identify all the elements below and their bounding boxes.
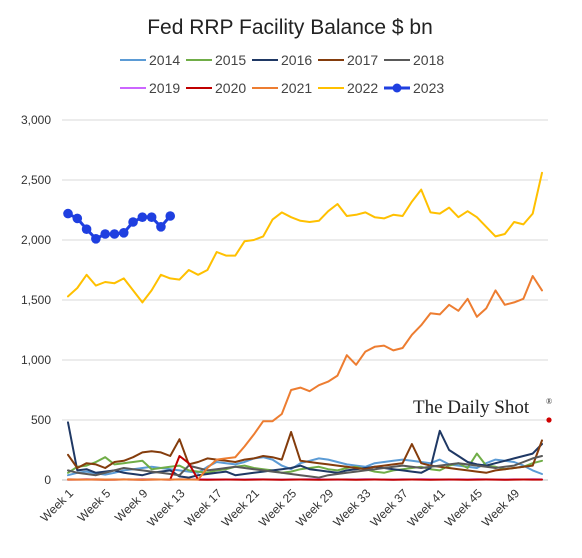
series-line-2018	[67, 455, 543, 479]
data-point-2023-week-1	[63, 208, 73, 219]
legend-entry-2014: 2014	[120, 52, 180, 68]
x-tick-label-week-5: Week 5	[75, 486, 114, 525]
x-tick-label-week-37: Week 37	[367, 486, 410, 529]
data-point-2023-week-7	[118, 228, 129, 238]
series-line-2022	[67, 171, 543, 304]
x-tick-label-week-29: Week 29	[293, 486, 336, 529]
legend-entry-2022: 2022	[318, 80, 378, 96]
data-point-2023-week-6	[109, 229, 120, 239]
legend-label-2017: 2017	[347, 52, 378, 68]
legend-label-2018: 2018	[413, 52, 444, 68]
brand-red-dot	[546, 417, 552, 423]
legend-label-2019: 2019	[149, 80, 180, 96]
series-2022	[67, 171, 543, 304]
series-line-2016	[67, 421, 543, 479]
data-point-2023-week-12	[165, 211, 176, 221]
legend-entry-2017: 2017	[318, 52, 378, 68]
series-2018	[67, 455, 543, 479]
data-point-2023-week-9	[137, 212, 148, 222]
legend-label-2021: 2021	[281, 80, 312, 96]
chart-legend: 2014 2015 2016 2017 2018 2019 2020 2021 2022 2023	[120, 52, 444, 96]
x-tick-label-week-49: Week 49	[479, 486, 522, 529]
daily-shot-logo: The Daily Shot ®	[413, 397, 552, 423]
legend-entry-2018: 2018	[384, 52, 444, 68]
series-2017	[67, 431, 543, 474]
series-2021	[67, 275, 543, 481]
x-tick-label-week-21: Week 21	[219, 486, 262, 529]
series-2015	[67, 452, 543, 474]
y-tick-label-2-500: 2,500	[21, 173, 51, 187]
brand-registered-mark: ®	[546, 397, 552, 406]
series-2014	[67, 456, 543, 477]
brand-name: The Daily Shot	[413, 397, 530, 418]
data-point-2023-week-8	[128, 217, 138, 227]
x-tick-label-week-33: Week 33	[330, 486, 373, 529]
chart-title: Fed RRP Facility Balance $ bn	[147, 16, 433, 39]
y-tick-label-2-000: 2,000	[21, 233, 51, 247]
x-tick-label-week-45: Week 45	[442, 486, 485, 529]
y-tick-label-1-500: 1,500	[21, 293, 51, 307]
data-point-2023-week-5	[100, 229, 110, 239]
series-2023	[63, 208, 176, 244]
legend-label-2016: 2016	[281, 52, 312, 68]
series-lines	[63, 171, 543, 481]
legend-label-2015: 2015	[215, 52, 246, 68]
legend-label-2023: 2023	[413, 80, 444, 96]
data-point-2023-week-3	[81, 224, 92, 234]
series-line-2017	[67, 431, 543, 474]
legend-entry-2015: 2015	[186, 52, 246, 68]
legend-entry-2020: 2020	[186, 80, 246, 96]
data-point-2023-week-10	[146, 212, 157, 222]
y-axis: 0 500 1,000 1,500 2,000 2,500 3,000	[21, 113, 51, 487]
legend-entry-2023: 2023	[384, 80, 444, 96]
y-tick-label-0: 0	[44, 473, 51, 487]
x-tick-label-week-13: Week 13	[144, 486, 187, 529]
series-2016	[67, 421, 543, 479]
x-tick-label-week-41: Week 41	[405, 486, 448, 529]
grid-lines	[62, 119, 548, 481]
legend-label-2020: 2020	[215, 80, 246, 96]
legend-marker-2023	[392, 83, 402, 93]
y-tick-label-3-000: 3,000	[21, 113, 51, 127]
data-point-2023-week-4	[91, 234, 101, 244]
legend-label-2014: 2014	[149, 52, 180, 68]
legend-entry-2021: 2021	[252, 80, 312, 96]
x-tick-label-week-17: Week 17	[182, 486, 225, 529]
series-line-2021	[67, 275, 543, 481]
legend-entry-2016: 2016	[252, 52, 312, 68]
legend-entry-2019: 2019	[120, 80, 180, 96]
x-tick-label-week-25: Week 25	[256, 486, 299, 529]
legend-label-2022: 2022	[347, 80, 378, 96]
y-tick-label-1-000: 1,000	[21, 353, 51, 367]
series-line-2014	[67, 456, 543, 477]
x-tick-label-week-1: Week 1	[38, 486, 77, 525]
data-point-2023-week-2	[72, 213, 83, 224]
y-tick-label-500: 500	[31, 413, 51, 427]
series-line-2015	[67, 452, 543, 474]
data-point-2023-week-11	[156, 222, 166, 232]
